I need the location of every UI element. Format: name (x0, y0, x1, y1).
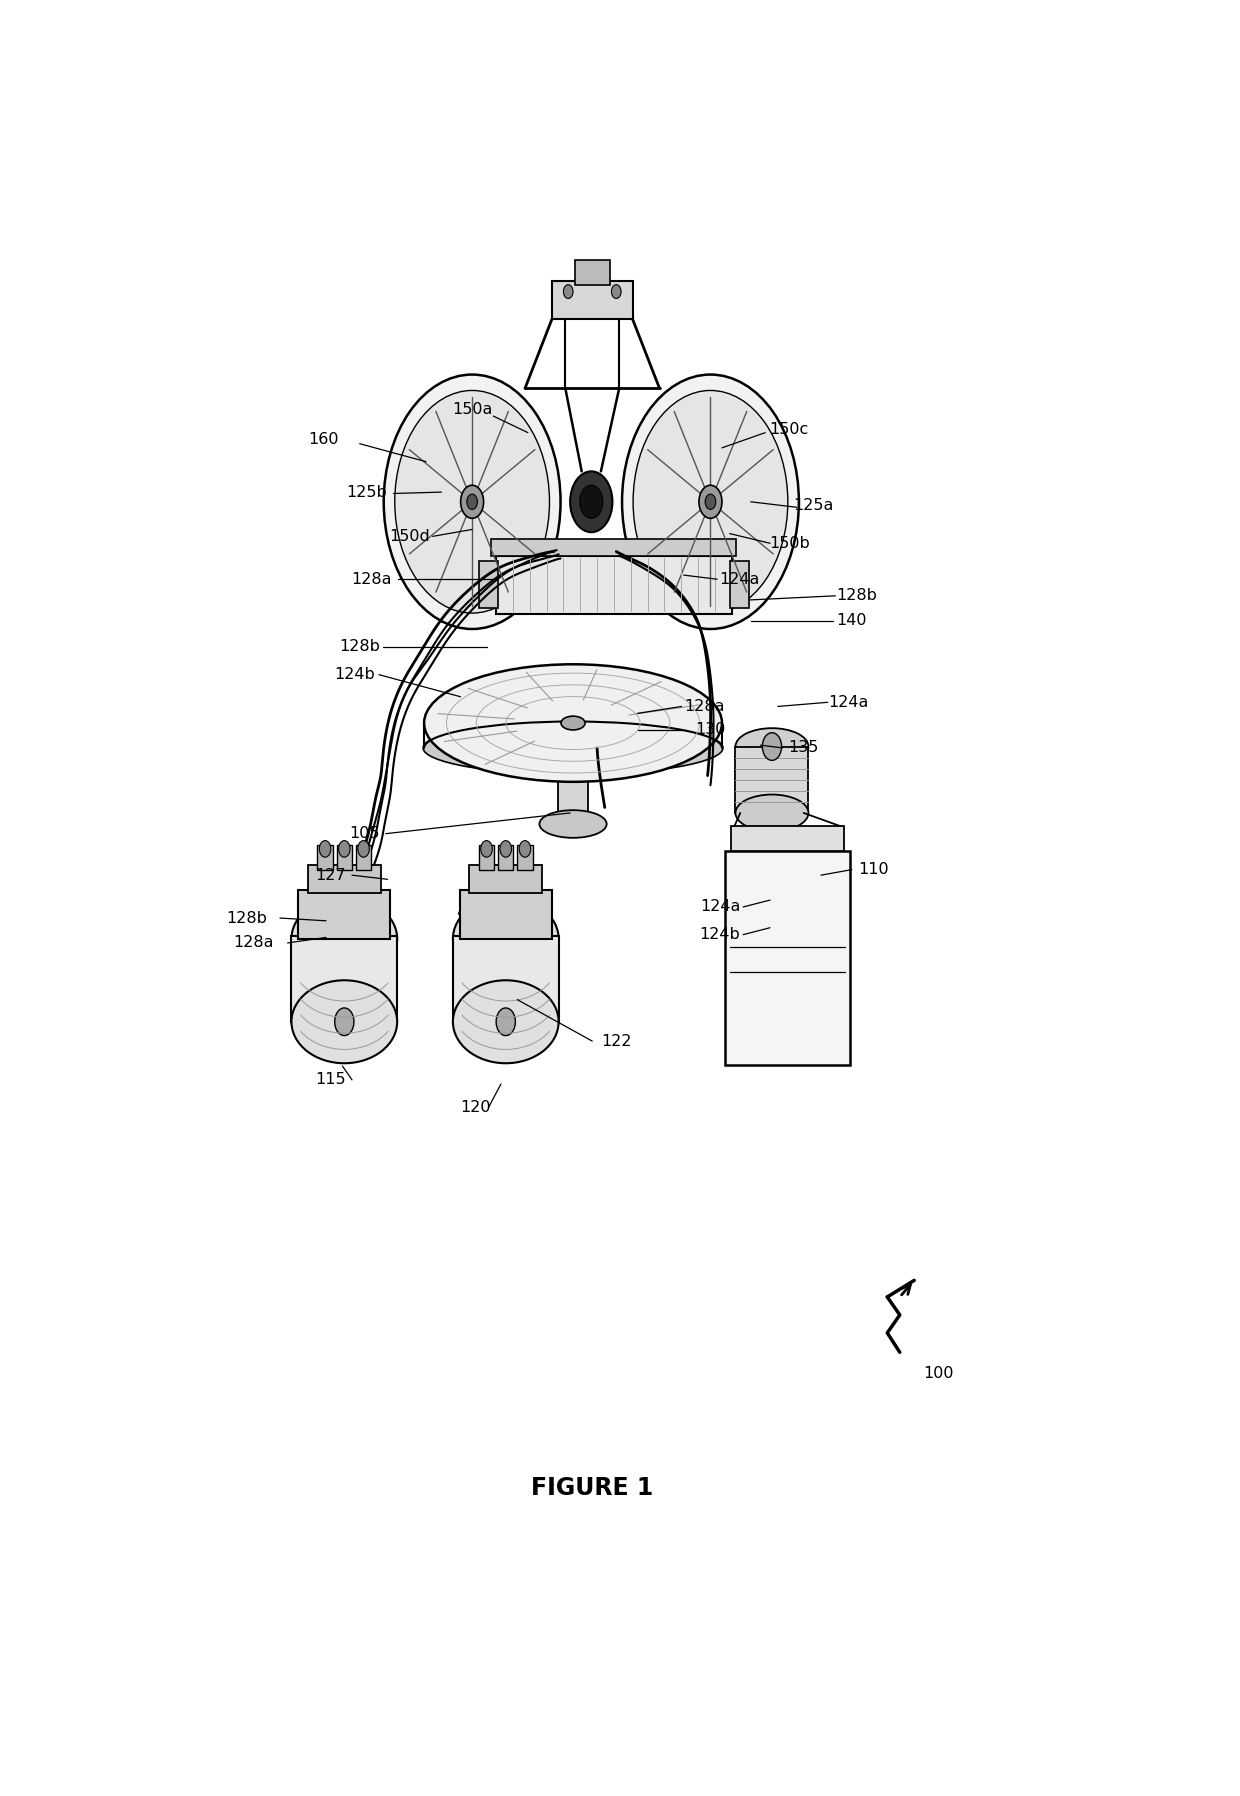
Ellipse shape (453, 898, 558, 981)
Text: 130: 130 (696, 722, 725, 738)
Ellipse shape (383, 375, 560, 629)
Circle shape (335, 1008, 353, 1036)
Bar (558, 747, 589, 824)
Bar (735, 747, 808, 814)
Bar (498, 844, 513, 869)
Bar (491, 539, 737, 555)
Ellipse shape (560, 717, 585, 729)
Bar (729, 560, 749, 609)
Bar (317, 844, 332, 869)
Text: 128a: 128a (233, 936, 274, 950)
Bar (298, 891, 391, 939)
Ellipse shape (424, 665, 722, 781)
Text: 150a: 150a (451, 402, 492, 417)
Ellipse shape (423, 722, 723, 774)
Text: 128b: 128b (340, 639, 381, 654)
Text: FIGURE 1: FIGURE 1 (531, 1476, 653, 1500)
Ellipse shape (453, 981, 558, 1063)
Circle shape (580, 485, 603, 519)
Circle shape (358, 841, 370, 857)
Circle shape (611, 284, 621, 298)
Circle shape (570, 471, 613, 532)
Bar (575, 260, 610, 284)
Text: 124a: 124a (828, 695, 869, 709)
Text: 122: 122 (601, 1034, 631, 1049)
Circle shape (699, 485, 722, 519)
Bar (725, 851, 849, 1065)
Bar (291, 936, 397, 1022)
Text: 128b: 128b (836, 589, 877, 603)
Bar (517, 844, 533, 869)
Text: 124b: 124b (335, 666, 376, 682)
Bar (453, 936, 558, 1022)
Circle shape (763, 733, 781, 760)
Bar (552, 280, 632, 320)
Bar (479, 560, 498, 609)
Bar (730, 826, 844, 851)
Text: 127: 127 (316, 867, 346, 882)
Ellipse shape (622, 375, 799, 629)
Text: 128a: 128a (684, 699, 725, 715)
Ellipse shape (291, 898, 397, 981)
Ellipse shape (539, 810, 606, 837)
Text: 124a: 124a (719, 571, 759, 587)
Text: 140: 140 (837, 612, 867, 629)
Circle shape (481, 841, 492, 857)
Text: 110: 110 (858, 862, 889, 876)
Ellipse shape (634, 390, 787, 612)
Circle shape (500, 841, 512, 857)
Circle shape (460, 485, 484, 519)
Ellipse shape (735, 727, 808, 765)
Bar (336, 844, 352, 869)
Bar (469, 866, 542, 893)
Text: 115: 115 (315, 1072, 346, 1087)
Text: 135: 135 (789, 740, 818, 756)
Circle shape (320, 841, 331, 857)
Text: 124a: 124a (699, 900, 740, 914)
Text: 128b: 128b (226, 911, 267, 925)
Text: 100: 100 (923, 1365, 954, 1381)
Text: 150b: 150b (769, 535, 810, 551)
Circle shape (496, 1008, 516, 1036)
Bar (479, 844, 495, 869)
Text: 124b: 124b (699, 927, 740, 943)
Circle shape (466, 494, 477, 510)
Text: 150d: 150d (389, 528, 430, 544)
Text: 105: 105 (350, 826, 379, 841)
Text: 128a: 128a (351, 571, 392, 587)
Circle shape (520, 841, 531, 857)
Circle shape (706, 494, 715, 510)
Ellipse shape (735, 794, 808, 832)
Bar (496, 555, 732, 614)
Circle shape (339, 841, 350, 857)
Ellipse shape (291, 981, 397, 1063)
Bar (308, 866, 381, 893)
Text: 160: 160 (308, 433, 339, 447)
Ellipse shape (394, 390, 549, 612)
Text: 120: 120 (460, 1099, 490, 1115)
Bar (356, 844, 371, 869)
Text: 125b: 125b (346, 485, 387, 499)
Bar (460, 891, 552, 939)
Text: 125a: 125a (794, 499, 833, 514)
Text: 150c: 150c (770, 422, 808, 438)
Circle shape (563, 284, 573, 298)
